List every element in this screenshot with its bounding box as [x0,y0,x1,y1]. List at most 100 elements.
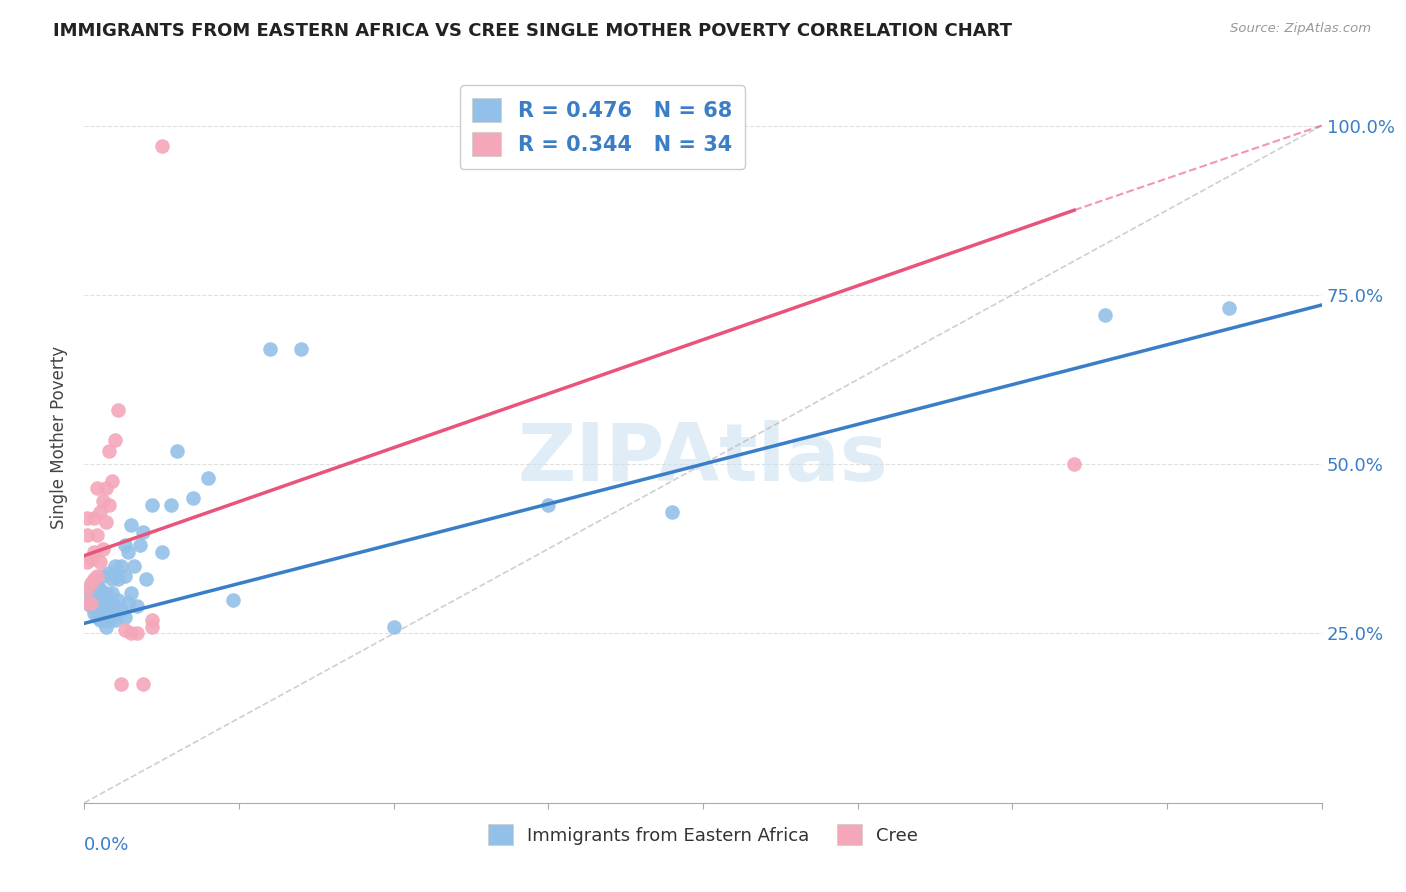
Y-axis label: Single Mother Poverty: Single Mother Poverty [51,345,69,529]
Point [94,515,117,529]
Point [132,524,155,539]
Point [94,603,117,617]
Point [94,586,117,600]
Point [120,626,142,640]
Point [141,498,163,512]
Point [79,599,101,614]
Point [79,552,101,566]
Point [86,609,108,624]
Point [94,481,117,495]
Point [86,528,108,542]
Point [86,603,108,617]
Point [141,613,163,627]
Point [98,498,121,512]
Point [76,511,98,525]
Point [98,566,121,580]
Point [76,528,98,542]
Point [91,494,114,508]
Point [537,498,560,512]
Point [132,677,155,691]
Point [101,572,124,586]
Point [1063,457,1085,471]
Point [117,545,139,559]
Text: Source: ZipAtlas.com: Source: ZipAtlas.com [1230,22,1371,36]
Point [83,606,105,620]
Point [117,596,139,610]
Point [104,603,127,617]
Point [129,538,152,552]
Point [160,498,183,512]
Point [259,342,281,356]
Point [98,606,121,620]
Point [141,620,163,634]
Point [114,569,136,583]
Point [83,596,105,610]
Point [86,569,108,583]
Point [79,575,101,590]
Point [86,596,108,610]
Point [89,505,111,519]
Point [86,579,108,593]
Point [107,592,129,607]
Point [76,596,98,610]
Point [114,538,136,552]
Point [101,609,124,624]
Point [89,592,111,607]
Point [120,518,142,533]
Point [101,596,124,610]
Point [114,623,136,637]
Point [110,558,132,573]
Point [83,545,105,559]
Point [91,609,114,624]
Point [1218,301,1240,316]
Text: 0.0%: 0.0% [84,836,129,854]
Point [110,677,132,691]
Point [661,505,683,519]
Point [76,555,98,569]
Point [101,586,124,600]
Text: ZIPAtlas: ZIPAtlas [517,420,889,498]
Point [101,474,124,488]
Point [98,613,121,627]
Point [120,586,142,600]
Point [104,558,127,573]
Point [83,572,105,586]
Legend: Immigrants from Eastern Africa, Cree: Immigrants from Eastern Africa, Cree [481,817,925,852]
Point [104,434,127,448]
Point [89,555,111,569]
Point [114,609,136,624]
Point [290,342,312,356]
Point [89,613,111,627]
Point [91,596,114,610]
Point [125,599,148,614]
Point [1094,308,1116,322]
Text: IMMIGRANTS FROM EASTERN AFRICA VS CREE SINGLE MOTHER POVERTY CORRELATION CHART: IMMIGRANTS FROM EASTERN AFRICA VS CREE S… [53,22,1012,40]
Point [125,626,148,640]
Point [150,139,173,153]
Point [89,606,111,620]
Point [83,575,105,590]
Point [83,586,105,600]
Point [89,599,111,614]
Point [98,443,121,458]
Point [122,558,145,573]
Point [76,596,98,610]
Point [222,592,245,607]
Point [91,613,114,627]
Point [94,620,117,634]
Point [79,589,101,603]
Point [79,596,101,610]
Point [110,603,132,617]
Point [107,403,129,417]
Point [107,572,129,586]
Point [91,541,114,556]
Point [86,481,108,495]
Point [89,582,111,597]
Point [135,572,157,586]
Point [76,586,98,600]
Point [76,582,98,597]
Point [197,471,219,485]
Point [104,613,127,627]
Point [91,569,114,583]
Point [86,586,108,600]
